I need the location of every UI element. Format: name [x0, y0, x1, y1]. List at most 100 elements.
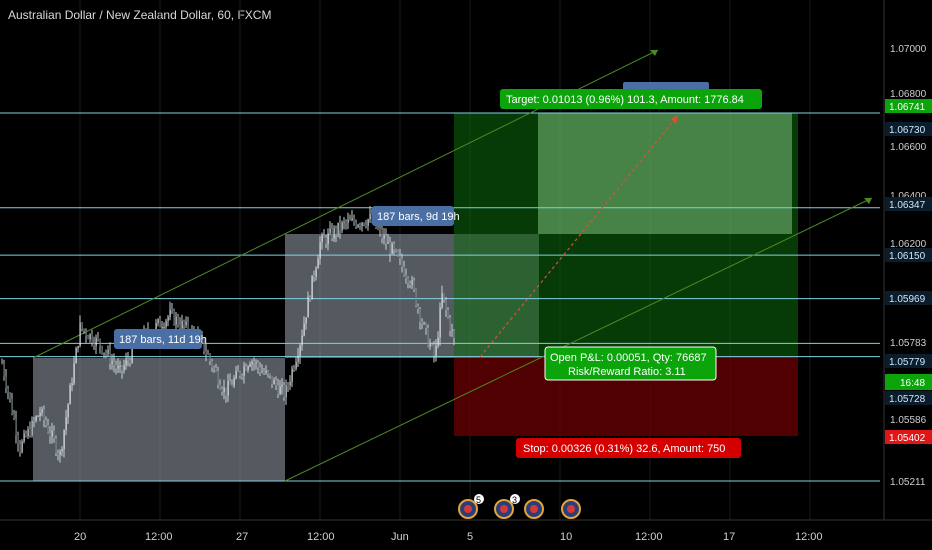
candle-body — [239, 372, 241, 376]
candle-body — [389, 242, 391, 254]
target-label — [500, 89, 762, 109]
candle-body — [413, 280, 415, 290]
candle-body — [63, 430, 65, 450]
candle-body — [81, 322, 83, 330]
candle-body — [249, 364, 251, 367]
candle-body — [369, 214, 371, 220]
candle-body — [283, 384, 285, 398]
candle-body — [351, 218, 353, 221]
candle-body — [55, 438, 57, 453]
candle-body — [109, 349, 111, 365]
candle-body — [297, 355, 299, 362]
candle-body — [7, 388, 9, 393]
candle-body — [235, 370, 237, 379]
candle-body — [321, 235, 323, 243]
candle-body — [47, 425, 49, 433]
candle-body — [263, 371, 265, 374]
bar-range-text: 187 bars, 9d 19h — [377, 211, 460, 223]
bar-range-text: 187 bars, 11d 19h — [119, 334, 207, 346]
candle-body — [171, 309, 173, 311]
bar-range-label — [372, 206, 454, 226]
candle-body — [453, 330, 455, 338]
candle-body — [231, 384, 233, 386]
candle-body — [309, 296, 311, 300]
candle-body — [285, 385, 287, 398]
time-axis-tick: 12:00 — [145, 531, 173, 543]
candle-body — [179, 324, 181, 329]
price-axis-tick: 1.05586 — [890, 415, 927, 426]
candle-body — [183, 320, 185, 326]
candle-body — [227, 381, 229, 396]
price-axis-tick: 1.05211 — [890, 477, 926, 488]
candle-body — [395, 249, 397, 251]
price-axis-label — [885, 291, 932, 305]
candle-body — [51, 430, 53, 437]
candle-body — [111, 361, 113, 365]
candle-body — [97, 337, 99, 340]
candle-body — [451, 330, 453, 332]
candle-body — [211, 361, 213, 368]
candle-body — [119, 365, 121, 367]
time-axis-tick: 20 — [74, 531, 86, 543]
candle-body — [225, 387, 227, 396]
candle-body — [435, 345, 437, 356]
candle-body — [33, 420, 35, 422]
candle-body — [77, 346, 79, 349]
candle-body — [269, 373, 271, 376]
candle-body — [19, 443, 21, 453]
price-axis-label — [885, 122, 932, 136]
time-axis-tick: 27 — [236, 531, 248, 543]
candle-body — [331, 228, 333, 239]
price-axis-tick: 1.06200 — [890, 239, 927, 250]
channel-lower-arrow — [864, 198, 872, 204]
target-tab — [623, 82, 709, 90]
candle-body — [71, 383, 73, 386]
candle-body — [265, 371, 267, 374]
candle-body — [35, 416, 37, 421]
candle-body — [311, 275, 313, 300]
candle-body — [79, 322, 81, 347]
candle-body — [207, 354, 209, 356]
time-axis-tick: Jun — [391, 531, 409, 543]
candle-body — [25, 433, 27, 437]
profit-zone-inner — [538, 113, 792, 234]
candle-body — [23, 433, 25, 442]
candle-body — [169, 309, 171, 317]
candle-body — [57, 452, 59, 455]
candle-body — [15, 418, 17, 436]
candle-body — [387, 242, 389, 244]
candle-body — [359, 225, 361, 227]
candle-body — [335, 228, 337, 235]
candle-body — [157, 319, 159, 324]
candle-body — [319, 242, 321, 259]
price-axis-tick: 1.06600 — [890, 142, 927, 153]
candle-body — [37, 415, 39, 417]
candle-body — [379, 228, 381, 230]
event-count-badge — [474, 494, 484, 504]
event-count-text: 5 — [476, 495, 481, 505]
candle-body — [209, 354, 211, 362]
candle-body — [131, 345, 133, 363]
candle-body — [113, 361, 115, 365]
candle-body — [357, 225, 359, 227]
candle-body — [3, 363, 5, 377]
candle-body — [13, 413, 15, 419]
candle-body — [229, 381, 231, 385]
candle-body — [327, 233, 329, 244]
candle-body — [83, 329, 85, 331]
candle-body — [421, 321, 423, 324]
price-axis-tick: 1.05783 — [890, 338, 927, 349]
candle-body — [243, 366, 245, 376]
price-axis-label-text: 1.06741 — [889, 102, 926, 113]
candle-body — [59, 451, 61, 455]
candle-body — [427, 327, 429, 347]
candle-body — [281, 384, 283, 387]
candle-body — [177, 316, 179, 325]
candle-body — [323, 235, 325, 238]
candle-body — [337, 222, 339, 235]
candle-body — [397, 250, 399, 256]
candle-body — [5, 376, 7, 389]
candle-body — [89, 333, 91, 340]
price-axis-label — [885, 354, 932, 368]
